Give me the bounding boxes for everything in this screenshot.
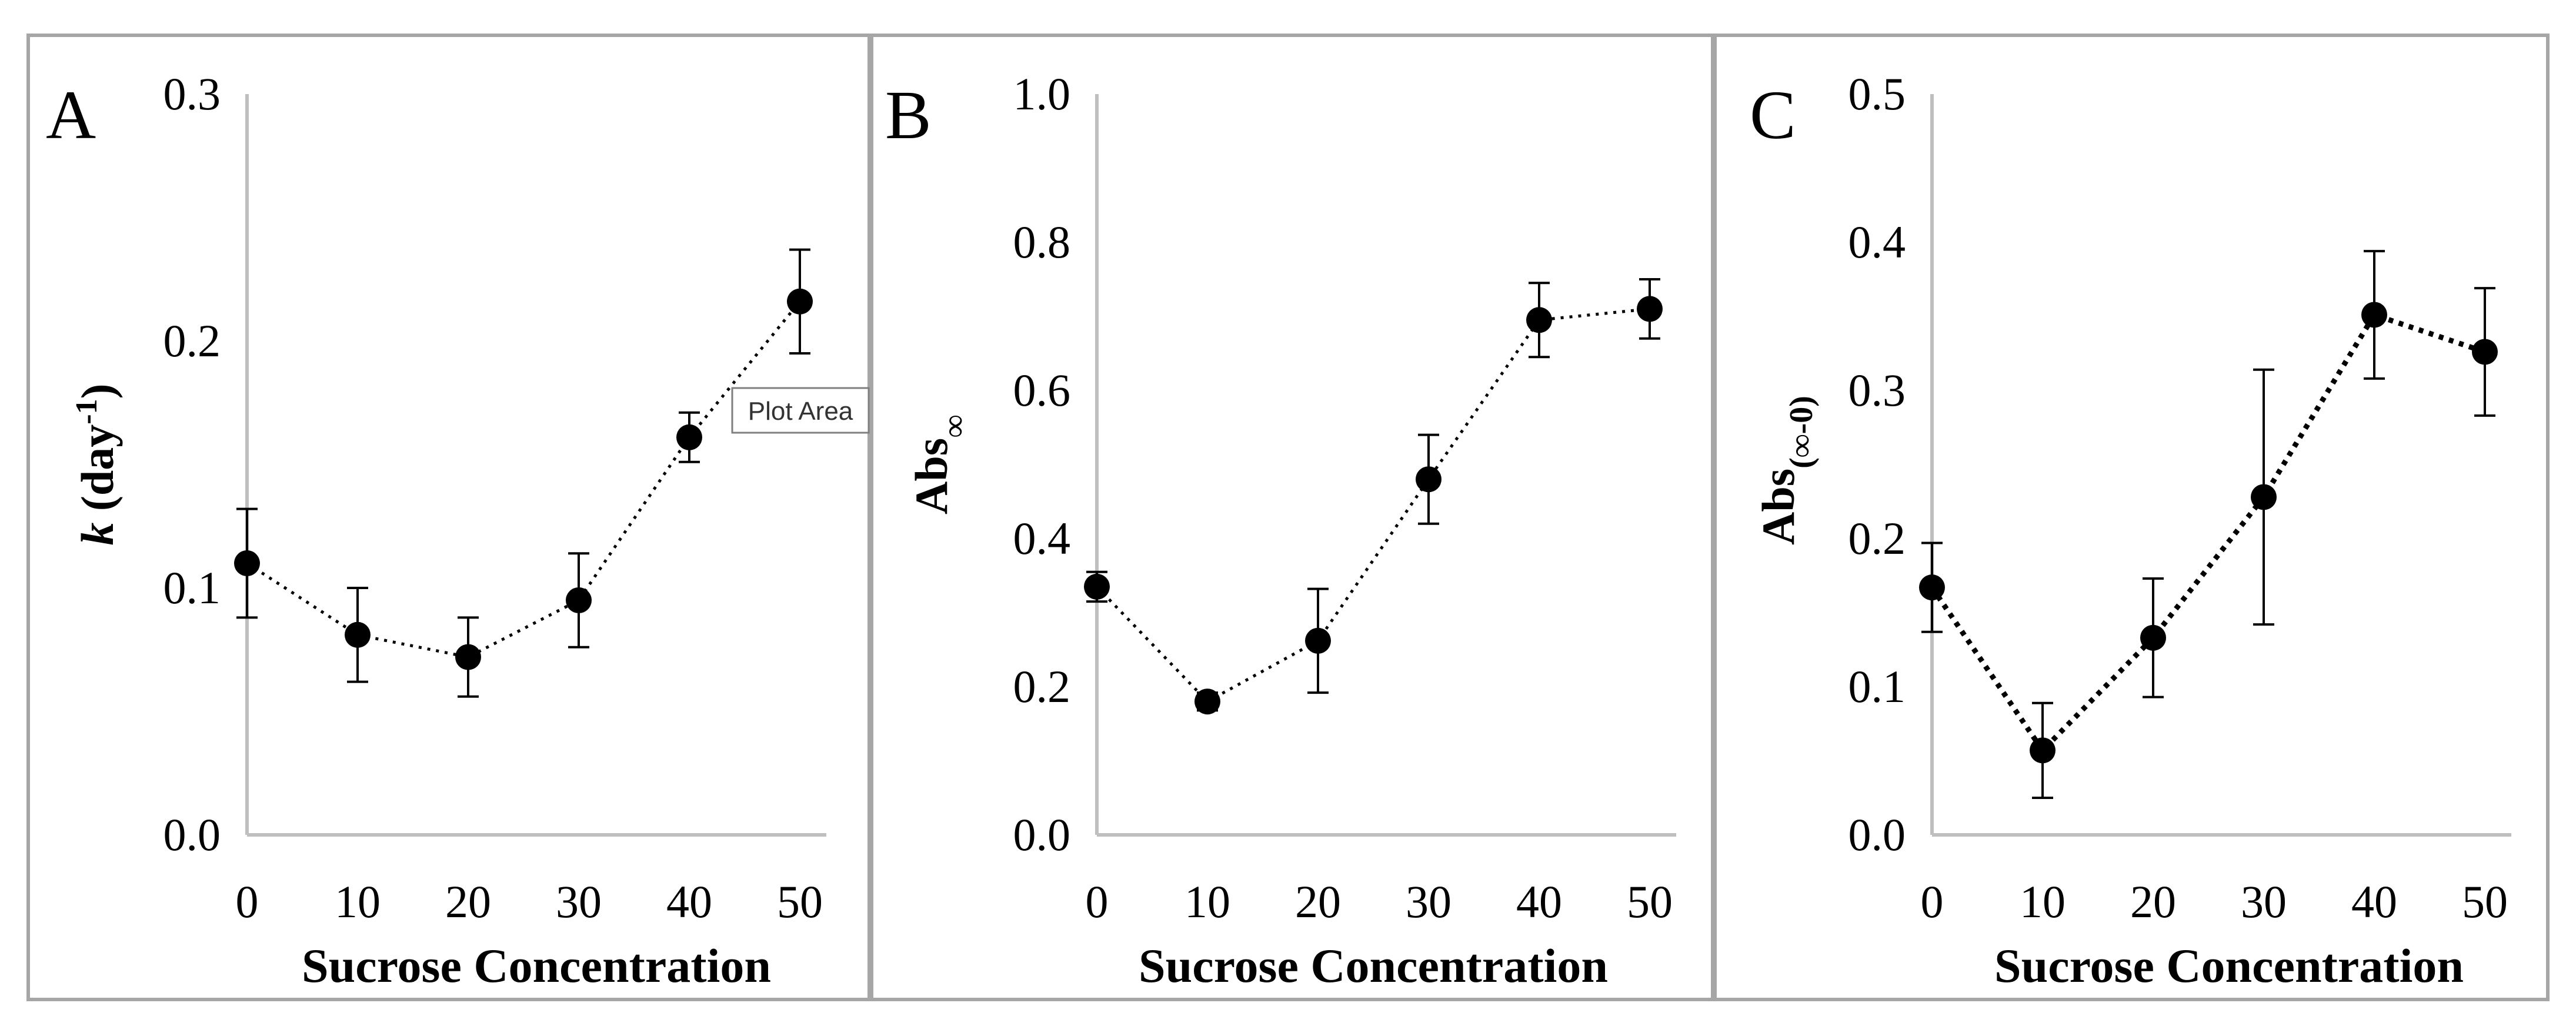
panel-b-y-tick-label: 0.8 [1013,216,1071,268]
panel-c-series-line [1930,312,2486,755]
plot-area-tooltip-box [731,387,870,434]
panel-a-x-ticks: 0 10 20 30 40 50 [236,876,823,927]
panel-a-y-ticks: 0.0 0.1 0.2 0.3 [163,68,221,860]
panel-b-y-axis-title: Abs∞ [906,414,973,514]
panel-c-x-ticks: 0 10 20 30 40 50 [1921,876,2508,927]
panel-b-y-tick-label: 0.0 [1013,809,1071,860]
panel-a-border [26,34,871,1001]
panel-a-x-tick-label: 0 [236,876,259,927]
panel-a-data-point [676,424,702,450]
panel-c: C 0.0 0.1 0.2 0.3 0.4 0.5 0 10 20 30 40 50 Sucrose… [1713,34,2550,1001]
panel-a-y-axis-title-unit: (day [72,424,123,523]
panel-c-x-tick-label: 20 [2130,876,2176,927]
panel-a-data-point [566,587,592,613]
panel-b-data-point [1194,688,1220,715]
panel-a-data-point [455,644,481,670]
panel-b-border [870,34,1714,1001]
panel-a-x-tick-label: 20 [445,876,491,927]
panel-a-y-tick-label: 0.1 [163,562,221,613]
panel-a-data-point [234,550,260,576]
panel-c-y-tick-label: 0.5 [1848,68,1906,119]
panel-a-y-tick-label: 0.3 [163,68,221,119]
panel-b-data-point [1084,573,1110,600]
panel-a-x-tick-label: 40 [666,876,712,927]
panel-c-y-tick-label: 0.3 [1848,365,1906,416]
panel-b-data-point [1526,307,1552,333]
panel-b-label: B [885,76,932,153]
panel-a-y-axis-title: k (day-1) [70,383,124,545]
panel-c-x-tick-label: 40 [2351,876,2397,927]
panel-a-x-tick-label: 50 [777,876,823,927]
panel-c-y-tick-label: 0.0 [1848,809,1906,860]
plot-area-tooltip-text: Plot Area [748,397,853,426]
plot-area-tooltip: Plot Area [731,387,870,434]
panel-b-y-tick-label: 0.2 [1013,661,1071,712]
panel-c-data-point [2472,339,2498,365]
panel-c-data-point [2030,737,2056,764]
panel-c-y-tick-label: 0.2 [1848,513,1906,564]
panel-c-y-axis-title: Abs(∞-0) [1753,396,1820,545]
panel-b-x-tick-label: 20 [1295,876,1341,927]
panel-c-x-tick-label: 10 [2020,876,2066,927]
panel-a-data-point [345,621,371,648]
panel-b-data-point [1416,466,1442,493]
panel-b-x-tick-label: 0 [1086,876,1109,927]
panel-c-markers [1919,302,2498,764]
panel-c-y-axis-title-main: Abs [1753,469,1804,545]
panel-b-data-point [1305,627,1331,654]
panel-a: A 0.0 0.1 0.2 0.3 0 10 20 30 40 50 Sucrose Conce… [26,34,871,1001]
panel-b-x-ticks: 0 10 20 30 40 50 [1086,876,1673,927]
panel-a-x-tick-label: 10 [335,876,381,927]
panel-c-x-tick-label: 50 [2462,876,2508,927]
panel-b-markers [1084,296,1663,715]
panel-b-x-tick-label: 10 [1184,876,1230,927]
panel-b-series-line [1096,307,1650,704]
panel-c-x-axis-title: Sucrose Concentration [1994,939,2464,992]
panel-b-data-point [1637,296,1663,322]
panel-b-y-axis-title-main: Abs [906,438,957,514]
panel-b-x-tick-label: 30 [1406,876,1451,927]
panel-c-x-tick-label: 30 [2241,876,2287,927]
panel-a-data-point [787,288,813,315]
panel-c-y-ticks: 0.0 0.1 0.2 0.3 0.4 0.5 [1848,68,1906,860]
panel-c-error-bars [1921,250,2495,799]
panel-a-x-tick-label: 30 [556,876,602,927]
panel-c-border [1713,34,2550,1001]
panel-c-y-tick-label: 0.4 [1848,216,1906,268]
panel-b-y-tick-label: 0.6 [1013,365,1071,416]
panel-c-y-tick-label: 0.1 [1848,661,1906,712]
panel-c-y-axis-title-sub: (∞-0) [1783,396,1820,469]
panel-b-x-tick-label: 50 [1627,876,1673,927]
panel-b-x-tick-label: 40 [1516,876,1562,927]
panel-b-y-tick-label: 1.0 [1013,68,1071,119]
panel-c-data-point [2361,302,2387,328]
panel-a-error-bars [236,248,810,698]
panel-a-y-axis-title-k: k [72,523,123,546]
panel-a-x-axis-title: Sucrose Concentration [302,939,771,992]
panel-c-data-point [1919,574,1945,601]
panel-b-x-axis-title: Sucrose Concentration [1139,939,1608,992]
panel-a-y-tick-label: 0.2 [163,315,221,366]
panel-c-label: C [1750,76,1796,153]
panel-a-series-line [246,300,801,659]
panel-b-y-tick-label: 0.4 [1013,513,1071,564]
panel-b-error-bars [1086,278,1660,712]
panel-a-y-tick-label: 0.0 [163,809,221,860]
panel-b: B 0.0 0.2 0.4 0.6 0.8 1.0 0 10 20 30 40 50 Sucrose… [870,34,1714,1001]
panel-c-data-point [2251,484,2277,510]
panel-c-data-point [2140,624,2166,651]
panel-a-y-axis-title-sup: -1 [70,399,104,424]
panel-b-y-ticks: 0.0 0.2 0.4 0.6 0.8 1.0 [1013,68,1071,860]
panel-b-y-axis-title-sub: ∞ [936,414,973,438]
panel-a-label: A [46,76,96,153]
panel-c-x-tick-label: 0 [1921,876,1944,927]
panel-a-markers [234,288,813,670]
panel-a-y-axis-title-close: ) [72,383,123,399]
